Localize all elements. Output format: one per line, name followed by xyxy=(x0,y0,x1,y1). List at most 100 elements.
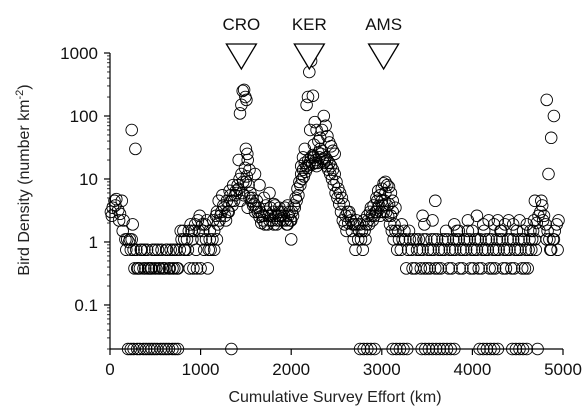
data-point xyxy=(371,184,385,198)
data-point xyxy=(173,243,187,257)
data-point xyxy=(328,167,341,181)
data-point xyxy=(230,186,244,200)
data-point xyxy=(475,262,488,275)
data-point xyxy=(145,262,158,275)
data-point xyxy=(552,214,565,227)
data-point xyxy=(449,233,463,246)
data-point xyxy=(188,218,202,231)
marker-triangle xyxy=(367,43,400,71)
data-point xyxy=(125,233,138,246)
data-point xyxy=(187,262,200,275)
data-point xyxy=(201,262,215,275)
data-point xyxy=(273,201,286,214)
data-point xyxy=(425,233,438,246)
data-point xyxy=(296,151,310,164)
data-point xyxy=(281,199,294,212)
data-point xyxy=(403,233,417,246)
data-point xyxy=(332,182,345,195)
data-point xyxy=(479,233,493,246)
site-marker-ams: AMS xyxy=(365,15,402,71)
data-point xyxy=(129,142,142,156)
data-point xyxy=(530,216,543,230)
data-point xyxy=(506,233,520,246)
data-point xyxy=(520,218,534,231)
data-point xyxy=(330,175,343,189)
data-point xyxy=(339,209,352,223)
data-point xyxy=(467,262,480,275)
data-point xyxy=(351,233,365,246)
data-point xyxy=(399,233,412,246)
data-point xyxy=(108,194,121,208)
data-point xyxy=(207,243,221,257)
data-point xyxy=(115,194,129,208)
data-point xyxy=(429,194,442,208)
data-point xyxy=(253,178,266,192)
data-point xyxy=(513,214,526,227)
data-point xyxy=(414,262,428,275)
data-point xyxy=(221,205,235,219)
data-point xyxy=(138,243,151,257)
data-point xyxy=(504,233,517,246)
data-point xyxy=(488,262,502,275)
data-point xyxy=(505,262,518,275)
data-point xyxy=(125,123,138,137)
data-point xyxy=(524,224,537,238)
data-point xyxy=(178,243,191,257)
data-point xyxy=(294,178,307,192)
data-point xyxy=(319,119,332,133)
y-axis-title: Bird Density (number km-2) xyxy=(14,84,33,275)
data-point xyxy=(490,233,504,246)
data-point xyxy=(436,233,449,246)
data-point xyxy=(342,205,356,219)
data-point xyxy=(389,201,402,214)
data-point xyxy=(523,233,536,246)
data-point xyxy=(356,243,370,257)
data-point xyxy=(547,109,561,123)
data-point xyxy=(177,224,190,238)
data-point xyxy=(317,156,331,170)
x-tick-label: 3000 xyxy=(363,360,401,379)
data-point xyxy=(495,224,508,238)
data-point xyxy=(544,243,558,257)
data-point xyxy=(190,262,204,275)
data-point xyxy=(292,189,305,202)
data-point xyxy=(512,233,525,246)
data-point xyxy=(306,148,320,162)
data-point xyxy=(517,233,531,246)
data-point xyxy=(284,233,298,246)
data-point xyxy=(159,243,173,257)
data-point xyxy=(540,93,553,107)
data-point xyxy=(303,123,317,137)
data-point xyxy=(252,201,265,214)
data-point xyxy=(535,199,549,212)
y-tick-label: 10 xyxy=(79,170,98,189)
x-tick-label: 0 xyxy=(105,360,114,379)
marker-label: AMS xyxy=(365,15,402,34)
data-point xyxy=(424,243,437,257)
y-tick-label: 1000 xyxy=(60,44,98,63)
data-point xyxy=(551,243,564,257)
data-point xyxy=(529,243,543,257)
data-point xyxy=(353,218,367,231)
data-point xyxy=(127,243,140,257)
data-point xyxy=(196,218,209,231)
data-point xyxy=(181,243,195,257)
data-point xyxy=(116,224,129,238)
data-point xyxy=(380,178,394,192)
data-point xyxy=(446,243,459,257)
data-point xyxy=(418,218,431,231)
data-point xyxy=(511,243,524,257)
data-point xyxy=(390,243,404,257)
x-axis-title: Cumulative Survey Effort (km) xyxy=(228,389,441,406)
data-point xyxy=(321,153,334,167)
data-point xyxy=(310,159,323,173)
data-point xyxy=(468,233,482,246)
data-point xyxy=(199,233,213,246)
data-point xyxy=(500,243,514,257)
site-marker-ker: KER xyxy=(292,15,327,71)
x-tick-label: 1000 xyxy=(182,360,220,379)
data-point xyxy=(389,224,402,238)
data-point xyxy=(303,158,316,171)
